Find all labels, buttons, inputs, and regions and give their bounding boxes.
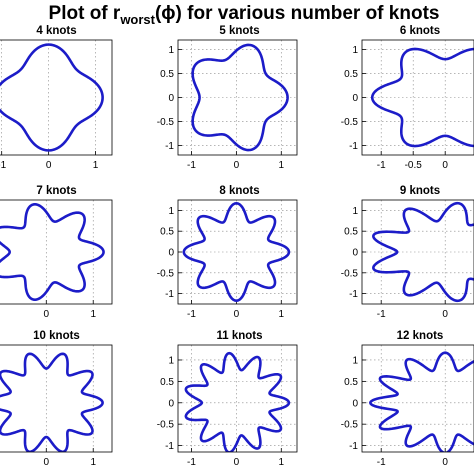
axes-frame [177, 199, 298, 305]
x-tick-label: -1 [187, 160, 196, 171]
x-tick-label: 0 [44, 309, 50, 320]
y-tick-label: -1 [349, 441, 358, 452]
subplot-12-knots: 12 knots -1 0 1 0.5 0 -0.5 -1 [341, 330, 474, 468]
y-tick-label: 0 [352, 248, 358, 259]
y-tick-label: 0.5 [344, 227, 358, 238]
axes-frame [0, 344, 113, 453]
subplot-title: 10 knots [33, 330, 80, 342]
y-tick-label: 0.5 [344, 69, 358, 80]
subplot-title: 9 knots [400, 185, 440, 197]
y-tick-label: -1 [165, 441, 174, 452]
subplot-title: 11 knots [216, 330, 262, 342]
y-tick-label: 0.5 [344, 377, 358, 388]
y-tick-label: -0.5 [341, 420, 359, 431]
x-tick-label: -0.5 [405, 160, 423, 171]
y-tick-label: -1 [349, 141, 358, 152]
y-tick-label: 0.5 [160, 377, 174, 388]
subplot-title: 12 knots [397, 330, 444, 342]
r-worst-curve [372, 201, 474, 303]
subplot-6-knots: 6 knots -1 -0.5 0 1 0.5 0 -0.5 -1 [341, 25, 474, 171]
figure-title-prefix: Plot of r [49, 3, 121, 24]
x-tick-label: 1 [93, 160, 99, 171]
axes-frame [177, 344, 298, 453]
subplot-title: 5 knots [219, 25, 259, 37]
subplot-11-knots: 11 knots -1 0 1 1 0.5 0 -0.5 -1 [157, 330, 298, 468]
axes-frame [361, 344, 474, 453]
axes-frame [0, 39, 113, 156]
y-tick-label: 1 [168, 206, 174, 217]
subplot-9-knots: 9 knots -1 0 1 0.5 0 -0.5 -1 [341, 185, 474, 320]
x-tick-label: 1 [90, 309, 96, 320]
x-tick-label: 1 [279, 309, 285, 320]
axes-frame [361, 199, 474, 305]
y-tick-label: -0.5 [157, 117, 175, 128]
subplot-title: 6 knots [400, 25, 440, 37]
axes-frame [0, 199, 113, 305]
x-tick-label: -1 [377, 309, 386, 320]
x-tick-label: 0 [442, 457, 448, 468]
r-worst-curve [182, 202, 291, 302]
subplot-7-knots: 7 knots 0 1 [0, 185, 113, 320]
y-tick-label: -0.5 [341, 268, 359, 279]
x-tick-label: 0 [234, 457, 240, 468]
x-tick-label: -1 [377, 160, 386, 171]
x-tick-label: -1 [377, 457, 386, 468]
y-tick-label: -0.5 [157, 268, 175, 279]
r-worst-curve [0, 352, 104, 452]
x-tick-label: 1 [90, 457, 96, 468]
y-tick-label: -0.5 [341, 117, 359, 128]
y-tick-label: 0 [352, 93, 358, 104]
x-tick-label: 1 [279, 457, 285, 468]
x-tick-label: -1 [0, 160, 7, 171]
y-tick-label: 1 [168, 45, 174, 56]
x-tick-label: 1 [279, 160, 285, 171]
x-tick-label: 0 [442, 309, 448, 320]
subplot-title: 7 knots [36, 185, 76, 197]
y-tick-label: 0 [168, 93, 174, 104]
y-tick-label: -1 [349, 289, 358, 300]
y-tick-label: -1 [165, 141, 174, 152]
y-tick-label: 1 [352, 45, 358, 56]
y-tick-label: -1 [165, 289, 174, 300]
y-tick-label: 0 [168, 248, 174, 259]
y-tick-label: 0 [168, 398, 174, 409]
y-tick-label: 0 [352, 398, 358, 409]
r-worst-curve [191, 43, 289, 152]
r-worst-curve [369, 351, 474, 452]
r-worst-curve [0, 43, 104, 152]
x-tick-label: -1 [187, 309, 196, 320]
y-tick-label: 1 [352, 355, 358, 366]
subplot-4-knots: 4 knots -1 0 1 [0, 25, 113, 171]
axes-frame [361, 39, 474, 156]
figure-title-subscript: worst [119, 12, 155, 27]
x-tick-label: 0 [442, 160, 448, 171]
axes-frame [177, 39, 298, 156]
r-worst-curve [370, 47, 474, 148]
figure-title: Plot of rworst(ϕ) for various number of … [49, 3, 440, 27]
subplot-title: 4 knots [36, 25, 76, 37]
y-tick-label: 0.5 [160, 227, 174, 238]
subplot-title: 8 knots [219, 185, 259, 197]
y-tick-label: -0.5 [157, 420, 175, 431]
x-tick-label: 0 [44, 457, 50, 468]
y-tick-label: 0.5 [160, 69, 174, 80]
r-worst-curve [184, 351, 291, 452]
x-tick-label: 0 [46, 160, 52, 171]
r-worst-curve [0, 203, 105, 301]
figure-title-suffix: (ϕ) for various number of knots [155, 3, 439, 24]
x-tick-label: 0 [234, 160, 240, 171]
subplot-5-knots: 5 knots -1 0 1 1 0.5 0 -0.5 -1 [157, 25, 298, 171]
subplot-10-knots: 10 knots 0 1 [0, 330, 113, 468]
y-tick-label: 1 [168, 355, 174, 366]
x-tick-label: 0 [234, 309, 240, 320]
x-tick-label: -1 [187, 457, 196, 468]
subplot-8-knots: 8 knots -1 0 1 1 0.5 0 -0.5 -1 [157, 185, 298, 320]
y-tick-label: 1 [352, 206, 358, 217]
